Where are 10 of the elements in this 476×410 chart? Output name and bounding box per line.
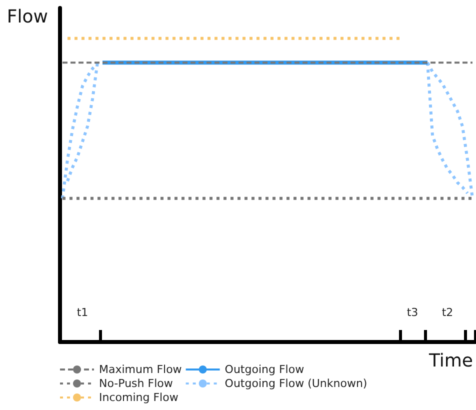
legend-label: Outgoing Flow	[224, 363, 304, 376]
x-tick-label: t3	[406, 306, 418, 319]
x-tick-label: t1	[76, 306, 88, 319]
legend-label: Outgoing Flow (Unknown)	[224, 377, 368, 390]
y-axis-title: Flow	[6, 6, 48, 28]
legend-label: Incoming Flow	[99, 391, 178, 404]
x-tick-label: t2	[442, 306, 454, 319]
legend-label: No-Push Flow	[99, 377, 173, 390]
legend-label: Maximum Flow	[99, 363, 182, 376]
x-axis-title: Time	[428, 350, 473, 372]
